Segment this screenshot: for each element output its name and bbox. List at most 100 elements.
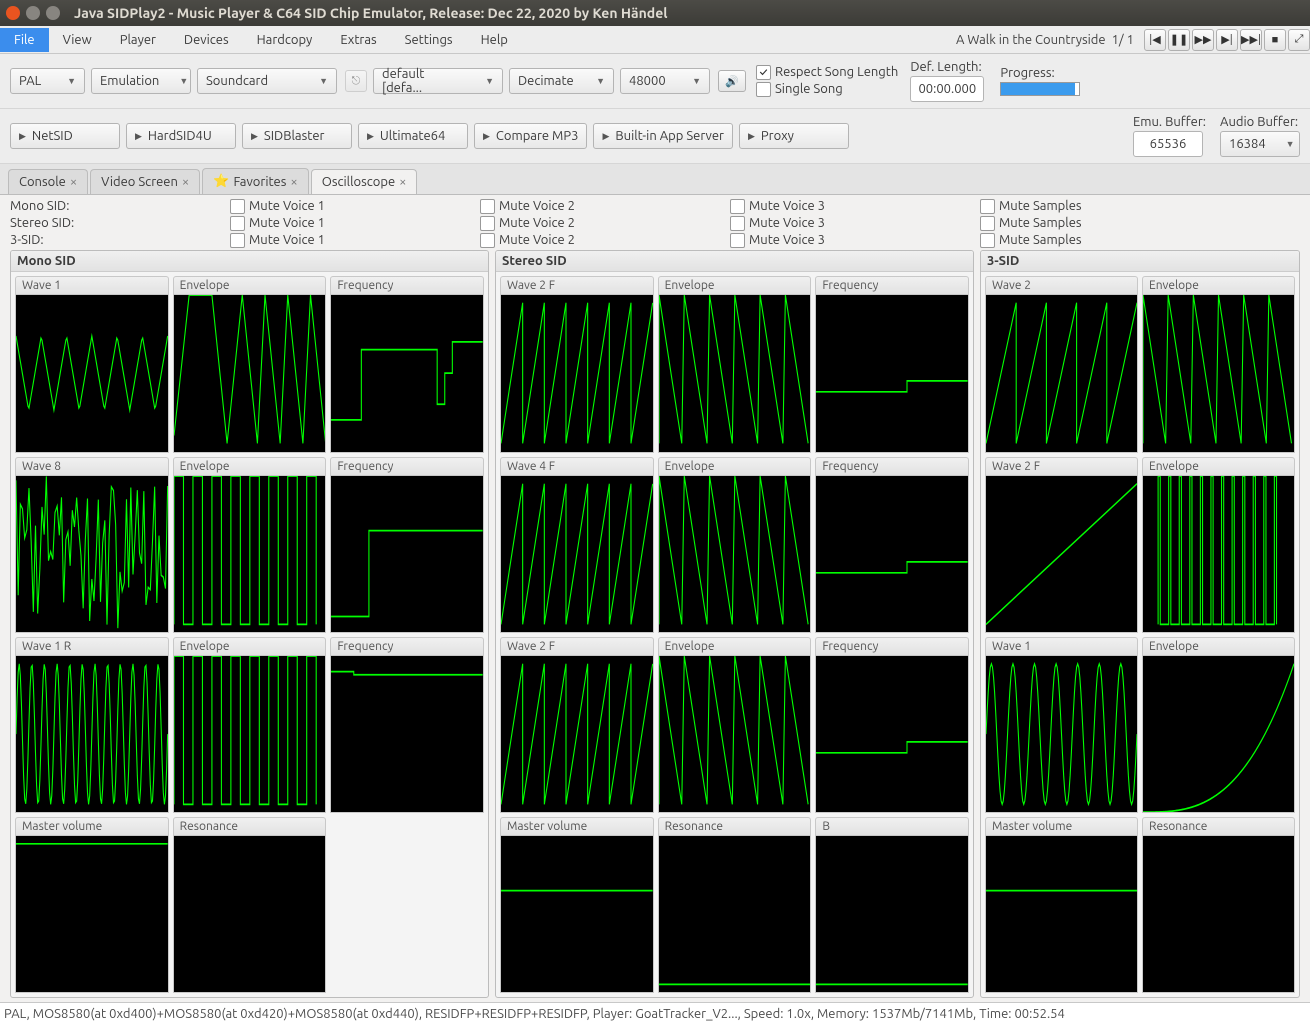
- window-maximize-icon[interactable]: [46, 6, 60, 20]
- scope-envelope: Envelope: [658, 276, 812, 452]
- tab-video-screen[interactable]: Video Screen ×: [90, 169, 200, 194]
- scope-frequency: Frequency: [815, 457, 969, 633]
- menu-player[interactable]: Player: [106, 28, 170, 52]
- scope-wave-8: Wave 8: [15, 457, 169, 633]
- prev-button[interactable]: |◀: [1144, 29, 1166, 51]
- menu-file[interactable]: File: [0, 28, 49, 52]
- emu-buffer-field[interactable]: 65536: [1133, 131, 1203, 157]
- scope-master-volume: Master volume: [15, 817, 169, 993]
- mute-checkbox[interactable]: Mute Samples: [980, 199, 1230, 214]
- scope-resonance: Resonance: [1142, 817, 1295, 993]
- mute-row-label: Mono SID:: [10, 199, 230, 214]
- scope-wave-2: Wave 2: [985, 276, 1138, 452]
- next-button[interactable]: ▶|: [1216, 29, 1238, 51]
- window-close-icon[interactable]: [6, 6, 20, 20]
- scope-wave-1: Wave 1: [985, 637, 1138, 813]
- scope-envelope: Envelope: [173, 637, 327, 813]
- scope-wave-1-r: Wave 1 R: [15, 637, 169, 813]
- default-device-dropdown[interactable]: default [defa...▼: [373, 68, 503, 94]
- mute-checkbox[interactable]: Mute Voice 2: [480, 199, 730, 214]
- status-bar: PAL, MOS8580(at 0xd400)+MOS8580(at 0xd42…: [0, 1002, 1310, 1024]
- soundcard-dropdown[interactable]: Soundcard▼: [197, 68, 337, 94]
- close-icon[interactable]: ×: [182, 175, 189, 189]
- scope-wave-2-f: Wave 2 F: [985, 457, 1138, 633]
- scope-envelope: Envelope: [1142, 457, 1295, 633]
- close-icon[interactable]: ×: [399, 175, 406, 189]
- menu-help[interactable]: Help: [467, 28, 522, 52]
- close-icon[interactable]: ×: [70, 175, 77, 189]
- mute-row-label: Stereo SID:: [10, 216, 230, 231]
- menubar: FileViewPlayerDevicesHardcopyExtrasSetti…: [0, 26, 1310, 54]
- respect-length-checkbox[interactable]: Respect Song Length: [756, 65, 898, 80]
- tab-console[interactable]: Console ×: [8, 169, 88, 194]
- samplerate-dropdown[interactable]: 48000▼: [620, 68, 710, 94]
- fastfwd-button[interactable]: ▶▶: [1192, 29, 1214, 51]
- scope-envelope: Envelope: [173, 457, 327, 633]
- mute-checkbox[interactable]: Mute Voice 3: [730, 233, 980, 248]
- hardsid4u-button[interactable]: ▶HardSID4U: [126, 123, 236, 149]
- scope-wave-2-f: Wave 2 F: [500, 637, 654, 813]
- scope-envelope: Envelope: [658, 637, 812, 813]
- pause-button[interactable]: ❚❚: [1168, 29, 1190, 51]
- scope-frequency: Frequency: [330, 276, 484, 452]
- audio-buffer-dropdown[interactable]: 16384▼: [1220, 131, 1300, 157]
- video-std-dropdown[interactable]: PAL▼: [10, 68, 85, 94]
- scope-wave-2-f: Wave 2 F: [500, 276, 654, 452]
- mute-checkbox[interactable]: Mute Samples: [980, 233, 1230, 248]
- scope-master-volume: Master volume: [500, 817, 654, 993]
- scope-frequency: Frequency: [815, 276, 969, 452]
- proxy-button[interactable]: ▶Proxy: [739, 123, 849, 149]
- tab-bar: Console ×Video Screen ×⭐ Favorites ×Osci…: [0, 164, 1310, 195]
- mute-section: Mono SID:Mute Voice 1Mute Voice 2Mute Vo…: [0, 195, 1310, 250]
- compare-mp3-button[interactable]: ▶Compare MP3: [474, 123, 587, 149]
- scope-master-volume: Master volume: [985, 817, 1138, 993]
- audio-buffer-label: Audio Buffer:: [1220, 115, 1300, 129]
- mute-checkbox[interactable]: Mute Voice 3: [730, 216, 980, 231]
- mute-checkbox[interactable]: Mute Samples: [980, 216, 1230, 231]
- mute-checkbox[interactable]: Mute Voice 2: [480, 233, 730, 248]
- toolbar-row-2: ▶NetSID▶HardSID4U▶SIDBlaster▶Ultimate64▶…: [0, 109, 1310, 164]
- ultimate64-button[interactable]: ▶Ultimate64: [358, 123, 468, 149]
- netsid-button[interactable]: ▶NetSID: [10, 123, 120, 149]
- single-song-checkbox[interactable]: Single Song: [756, 82, 898, 97]
- window-minimize-icon[interactable]: [26, 6, 40, 20]
- menu-devices[interactable]: Devices: [170, 28, 243, 52]
- menu-extras[interactable]: Extras: [326, 28, 390, 52]
- mute-checkbox[interactable]: Mute Voice 1: [230, 199, 480, 214]
- emulation-dropdown[interactable]: Emulation▼: [91, 68, 191, 94]
- speaker-button[interactable]: 🔊: [718, 70, 746, 92]
- tab-favorites[interactable]: ⭐ Favorites ×: [202, 168, 308, 194]
- mute-checkbox[interactable]: Mute Voice 1: [230, 216, 480, 231]
- emu-buffer-label: Emu. Buffer:: [1133, 115, 1206, 129]
- mute-checkbox[interactable]: Mute Voice 2: [480, 216, 730, 231]
- stop-button[interactable]: ■: [1264, 29, 1286, 51]
- scope-resonance: Resonance: [173, 817, 327, 993]
- def-length-field[interactable]: 00:00.000: [910, 76, 984, 102]
- decimate-dropdown[interactable]: Decimate▼: [509, 68, 614, 94]
- scope-frequency: Frequency: [330, 457, 484, 633]
- close-icon[interactable]: ×: [290, 175, 297, 189]
- mono-sid-column: Mono SID Wave 1EnvelopeFrequencyWave 8En…: [10, 250, 489, 998]
- mute-row-label: 3-SID:: [10, 233, 230, 248]
- scope-envelope: Envelope: [1142, 276, 1295, 452]
- scope-envelope: Envelope: [658, 457, 812, 633]
- 3sid-column: 3-SID Wave 2EnvelopeWave 2 FEnvelopeWave…: [980, 250, 1300, 998]
- skip-button[interactable]: ▶▶|: [1240, 29, 1262, 51]
- built-in-app-server-button[interactable]: ▶Built-in App Server: [593, 123, 733, 149]
- scope-envelope: Envelope: [1142, 637, 1295, 813]
- menu-hardcopy[interactable]: Hardcopy: [243, 28, 327, 52]
- star-icon: ⭐: [213, 174, 229, 189]
- menu-view[interactable]: View: [49, 28, 106, 52]
- scope-wave-1: Wave 1: [15, 276, 169, 452]
- tab-oscilloscope[interactable]: Oscilloscope ×: [311, 169, 418, 194]
- expand-button[interactable]: ⤢: [1288, 29, 1310, 51]
- now-playing: A Walk in the Countryside 1/ 1: [956, 33, 1134, 47]
- titlebar: Java SIDPlay2 - Music Player & C64 SID C…: [0, 0, 1310, 26]
- menu-settings[interactable]: Settings: [391, 28, 467, 52]
- mute-checkbox[interactable]: Mute Voice 3: [730, 199, 980, 214]
- mute-checkbox[interactable]: Mute Voice 1: [230, 233, 480, 248]
- progress-bar: [1000, 82, 1080, 96]
- stereo-sid-column: Stereo SID Wave 2 FEnvelopeFrequencyWave…: [495, 250, 974, 998]
- sidblaster-button[interactable]: ▶SIDBlaster: [242, 123, 352, 149]
- toolbar-row-1: PAL▼ Emulation▼ Soundcard▼ ⎋ default [de…: [0, 54, 1310, 109]
